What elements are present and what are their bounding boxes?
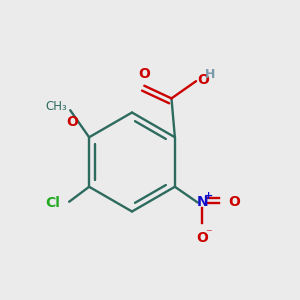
Text: CH₃: CH₃ xyxy=(46,100,67,113)
Text: ⁻: ⁻ xyxy=(206,227,212,241)
Text: O: O xyxy=(66,115,78,129)
Text: O: O xyxy=(228,196,240,209)
Text: O: O xyxy=(197,73,209,87)
Text: O: O xyxy=(138,67,150,81)
Text: H: H xyxy=(205,68,216,81)
Text: Cl: Cl xyxy=(45,196,60,210)
Text: O: O xyxy=(196,231,208,245)
Text: N: N xyxy=(196,196,208,209)
Text: +: + xyxy=(204,191,213,201)
